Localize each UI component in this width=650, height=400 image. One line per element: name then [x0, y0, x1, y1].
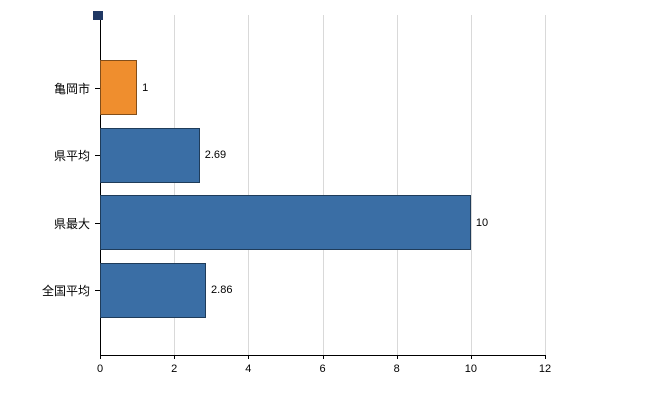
x-axis-tick-mark — [545, 355, 546, 359]
plot-corner-marker — [93, 11, 103, 20]
bar — [100, 60, 138, 115]
x-axis-tick-mark — [396, 355, 398, 359]
x-axis-line — [100, 355, 546, 356]
x-tick-label: 0 — [96, 363, 104, 375]
x-tick-label: 2 — [171, 363, 178, 375]
bar-value-label: 1 — [142, 81, 149, 94]
category-label: 全国平均 — [41, 284, 90, 298]
gridline — [545, 15, 546, 355]
gridline — [322, 15, 324, 355]
bar-value-label: 10 — [475, 216, 489, 229]
bar — [100, 127, 200, 183]
x-tick-label: 10 — [464, 363, 477, 375]
x-axis-tick-mark — [470, 355, 472, 359]
category-tick-mark — [95, 87, 100, 89]
category-label: 県最大 — [53, 216, 90, 231]
category-label: 亀岡市 — [53, 81, 90, 96]
gridline — [174, 15, 176, 355]
bar — [100, 262, 207, 318]
y-axis-line — [100, 15, 101, 355]
bar — [100, 195, 471, 250]
x-tick-label: 12 — [538, 363, 552, 375]
x-axis-tick-mark — [322, 355, 324, 359]
bar-value-label: 2.86 — [211, 284, 233, 296]
category-tick-mark — [95, 222, 100, 224]
x-axis-tick-mark — [174, 355, 176, 359]
x-axis-tick-mark — [100, 355, 101, 359]
gridline — [470, 15, 472, 355]
x-axis-tick-mark — [248, 355, 250, 359]
category-label: 県平均 — [53, 149, 90, 163]
category-tick-mark — [95, 290, 100, 291]
gridline — [396, 15, 398, 355]
x-tick-label: 8 — [393, 363, 400, 375]
bar-value-label: 2.69 — [204, 149, 227, 161]
x-tick-label: 4 — [245, 363, 252, 375]
category-tick-mark — [95, 155, 100, 156]
x-tick-label: 6 — [319, 363, 326, 375]
gridline — [248, 15, 250, 355]
